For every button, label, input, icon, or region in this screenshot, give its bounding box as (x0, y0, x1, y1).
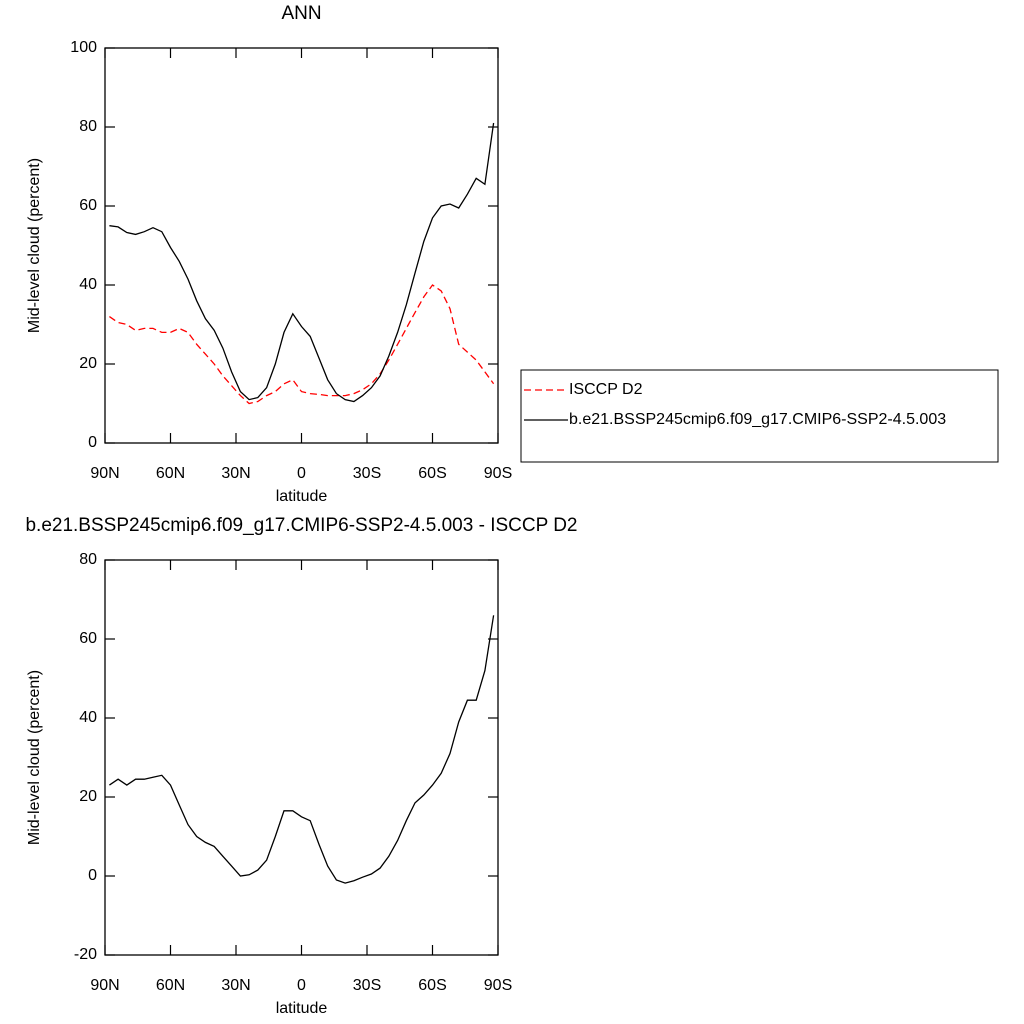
x-tick-label: 30S (353, 465, 381, 482)
data-line (109, 284, 495, 405)
x-tick-label: 60S (418, 465, 446, 482)
plot-frame (104, 559, 499, 956)
y-tick-label: 80 (79, 118, 97, 135)
y-tick-label: -20 (74, 946, 97, 963)
y-tick-label: 60 (79, 630, 97, 647)
legend-label: b.e21.BSSP245cmip6.f09_g17.CMIP6-SSP2-4.… (569, 411, 946, 428)
y-tick-label: 100 (70, 39, 97, 56)
y-axis-label: Mid-level cloud (percent) (26, 670, 43, 845)
y-tick-label: 20 (79, 355, 97, 372)
data-line (109, 122, 495, 403)
x-tick-label: 90N (90, 977, 119, 994)
x-tick-label: 60N (156, 465, 185, 482)
y-tick-label: 0 (88, 434, 97, 451)
x-tick-label: 0 (297, 465, 306, 482)
y-tick-label: 80 (79, 551, 97, 568)
x-tick-label: 30S (353, 977, 381, 994)
x-axis-label: latitude (276, 488, 328, 505)
x-tick-label: 90S (484, 977, 512, 994)
legend-box (520, 369, 999, 463)
data-line (109, 615, 495, 884)
y-tick-label: 40 (79, 276, 97, 293)
x-tick-label: 30N (221, 465, 250, 482)
y-axis-label: Mid-level cloud (percent) (26, 158, 43, 333)
x-tick-label: 0 (297, 977, 306, 994)
y-tick-label: 60 (79, 197, 97, 214)
legend-label: ISCCP D2 (569, 381, 643, 398)
x-tick-label: 90S (484, 465, 512, 482)
chart-title: b.e21.BSSP245cmip6.f09_g17.CMIP6-SSP2-4.… (25, 515, 577, 536)
y-tick-label: 20 (79, 788, 97, 805)
plot-frame (104, 47, 499, 444)
y-tick-label: 0 (88, 867, 97, 884)
chart-title: ANN (281, 3, 321, 24)
x-tick-label: 60S (418, 977, 446, 994)
x-tick-label: 60N (156, 977, 185, 994)
x-axis-label: latitude (276, 1000, 328, 1017)
y-tick-label: 40 (79, 709, 97, 726)
x-tick-label: 90N (90, 465, 119, 482)
x-tick-label: 30N (221, 977, 250, 994)
